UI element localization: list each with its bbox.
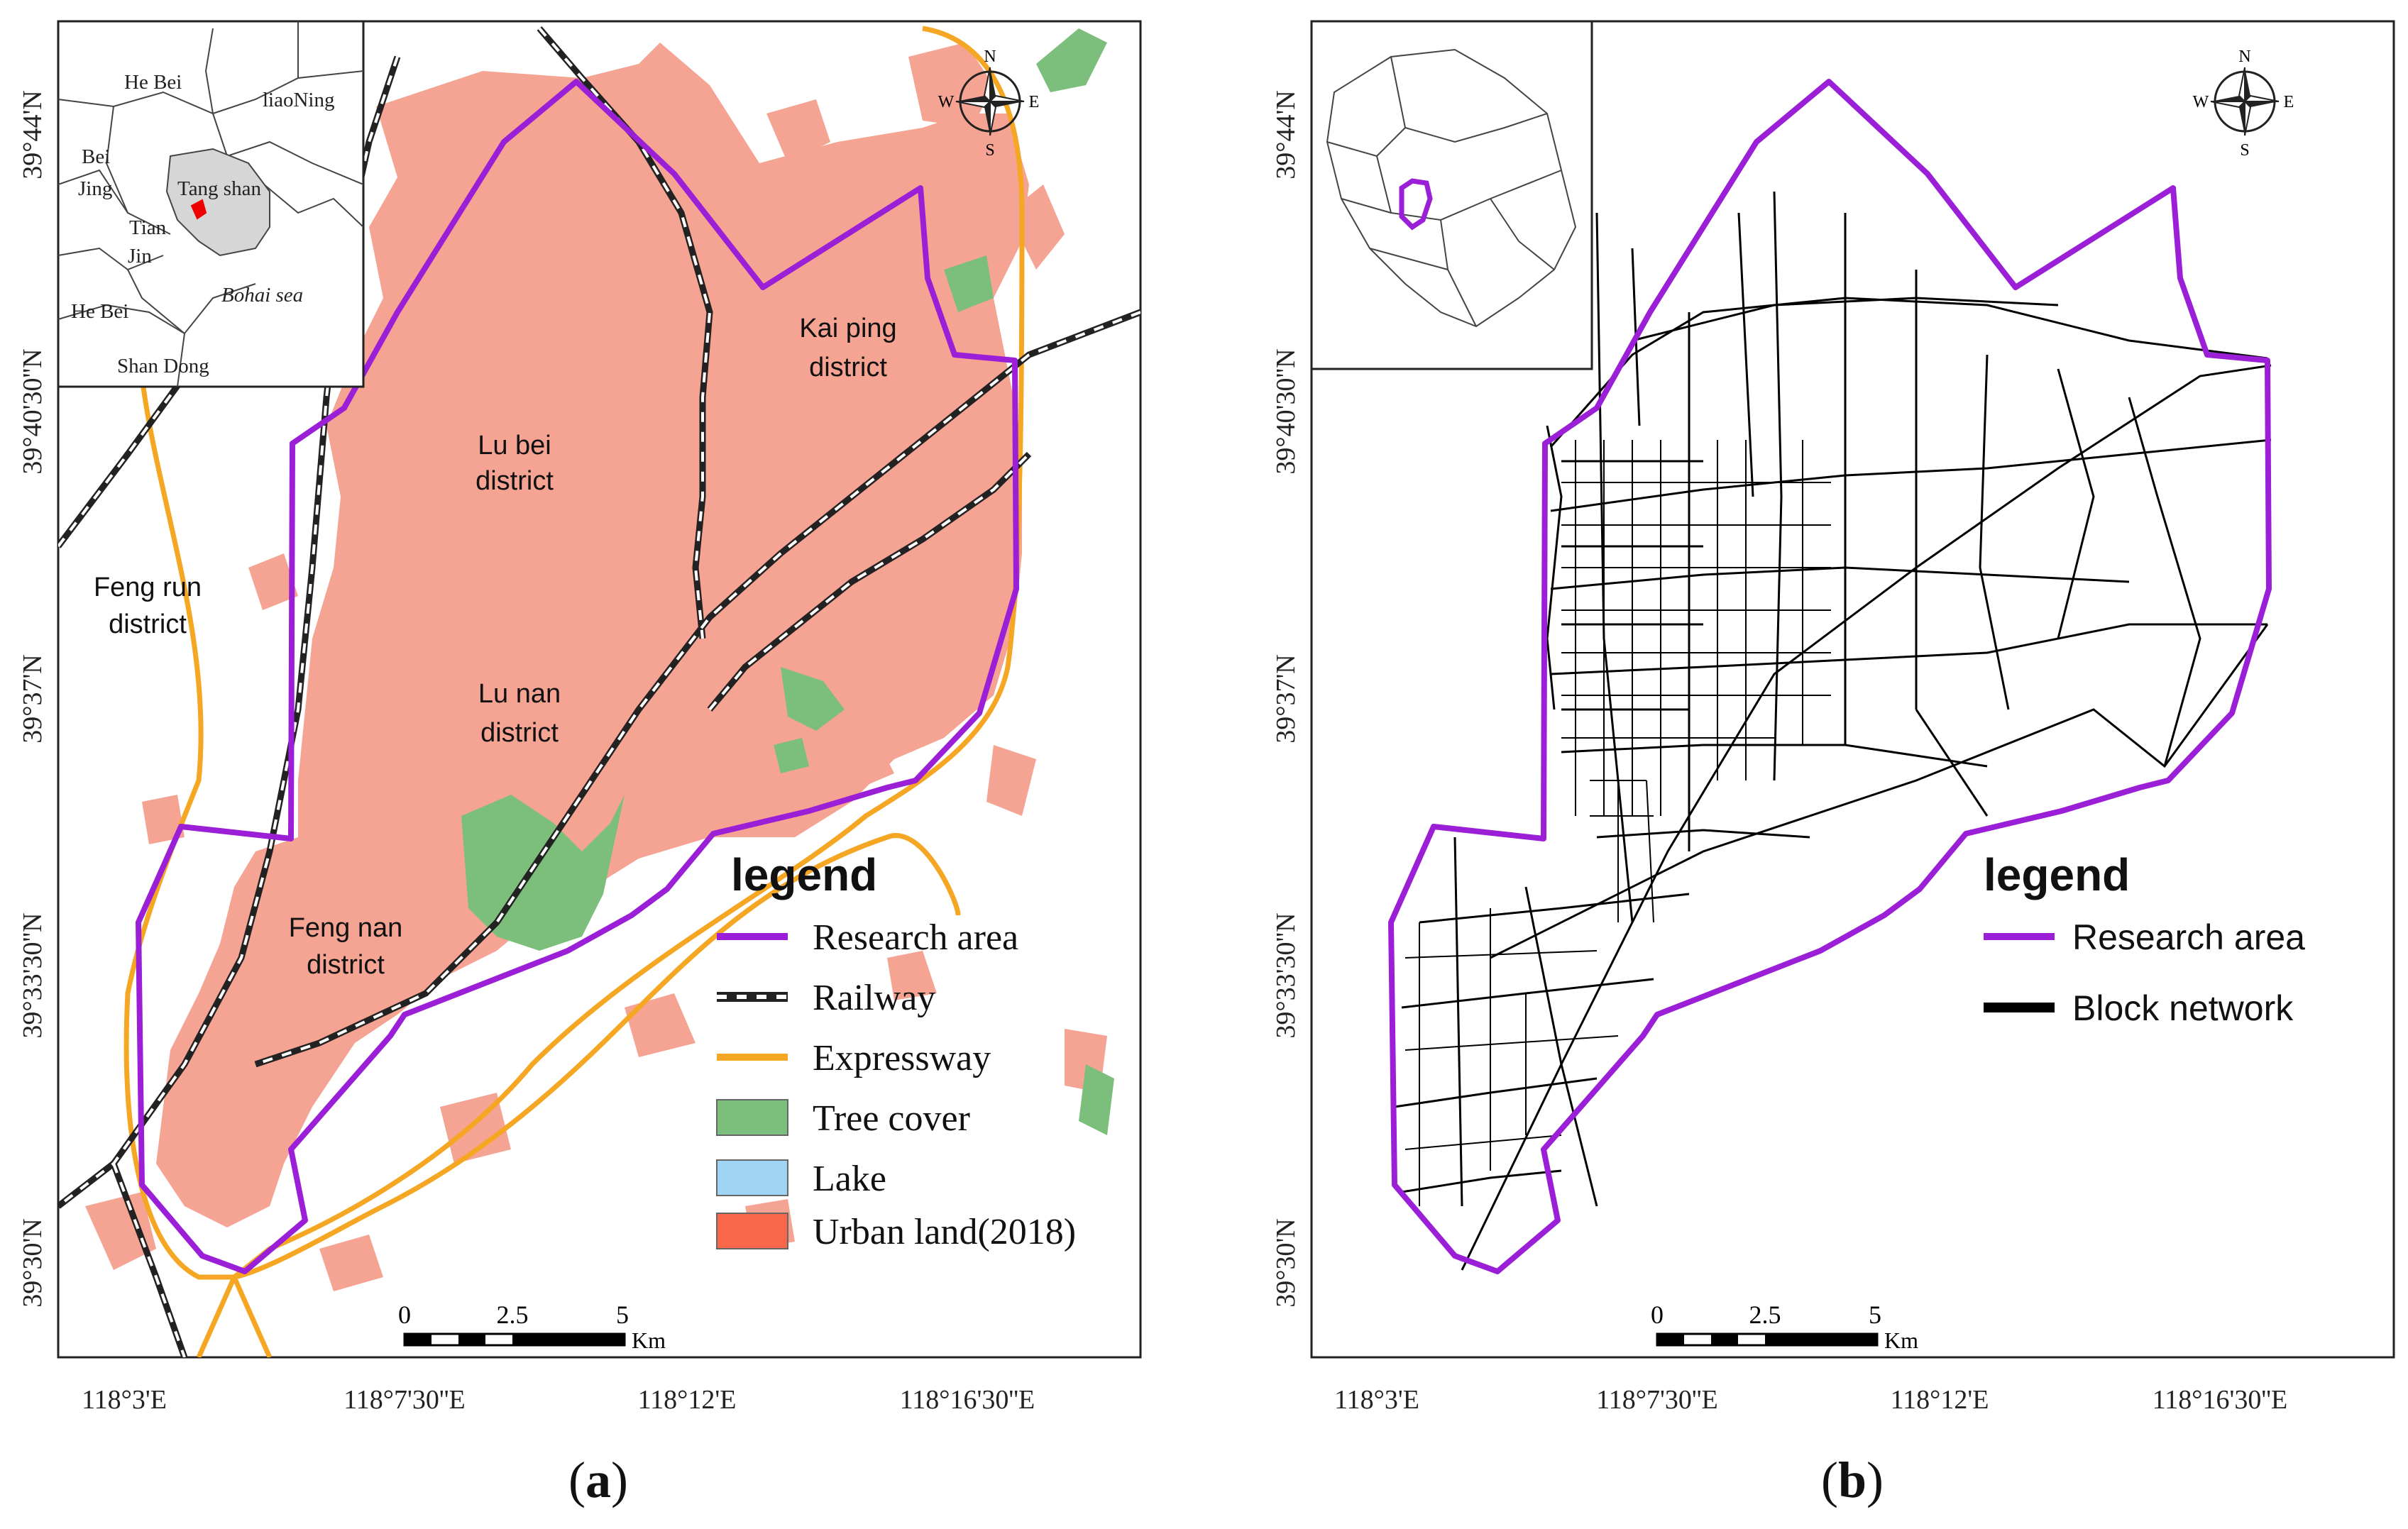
inset-map-b	[1310, 20, 1593, 370]
svg-text:39°40'30''N: 39°40'30''N	[18, 348, 48, 474]
inset-label-hebei-2: He Bei	[71, 300, 128, 323]
tangshan-region	[165, 148, 270, 257]
svg-text:118°12'E: 118°12'E	[1891, 1385, 1989, 1415]
block-network	[1394, 191, 2272, 1271]
caption-a: (a)	[568, 1452, 628, 1508]
legend-a-tree-cover: Tree cover	[813, 1098, 970, 1139]
district-fengrun-line1: Feng run	[94, 573, 202, 602]
svg-text:39°40'30''N: 39°40'30''N	[1271, 348, 1301, 474]
svg-text:N: N	[984, 48, 996, 66]
svg-text:5: 5	[616, 1301, 629, 1329]
district-lubei-line2: district	[475, 466, 554, 496]
svg-text:118°3'E: 118°3'E	[82, 1385, 167, 1415]
svg-text:118°7'30''E: 118°7'30''E	[1596, 1385, 1718, 1415]
svg-text:39°37'N: 39°37'N	[18, 654, 48, 744]
legend-a-expressway: Expressway	[813, 1038, 991, 1078]
district-lunan-line2: district	[480, 718, 559, 748]
legend-a-urban: Urban land(2018)	[813, 1212, 1076, 1252]
district-kaiping-line1: Kai ping	[799, 314, 896, 343]
district-fengnan-line1: Feng nan	[289, 913, 403, 943]
svg-text:2.5: 2.5	[497, 1301, 529, 1329]
svg-text:39°30'N: 39°30'N	[18, 1218, 48, 1308]
svg-text:5: 5	[1869, 1301, 1881, 1329]
district-lunan-line1: Lu nan	[478, 679, 561, 709]
urban-land-area	[85, 43, 1107, 1291]
svg-text:39°30'N: 39°30'N	[1271, 1218, 1301, 1308]
scalebar-a: 0 2.5 5 Km	[398, 1301, 666, 1353]
district-kaiping-line2: district	[809, 353, 887, 382]
latitude-labels-a: 39°44'N 39°40'30''N 39°37'N 39°33'30''N …	[18, 90, 48, 1308]
inset-label-tian: Tian	[129, 216, 167, 239]
svg-text:2.5: 2.5	[1749, 1301, 1781, 1329]
svg-text:Km: Km	[1884, 1327, 1918, 1353]
legend-a-railway: Railway	[813, 978, 935, 1018]
legend-b-block-network: Block network	[2072, 988, 2294, 1028]
svg-text:0: 0	[1651, 1301, 1664, 1329]
legend-b: legend Research area Block network	[1984, 849, 2305, 1028]
panel-b-map: N S E W legend Research area Block netwo…	[1271, 20, 2395, 1508]
svg-text:W: W	[938, 93, 955, 111]
svg-text:39°44'N: 39°44'N	[1271, 90, 1301, 180]
svg-text:39°33'30''N: 39°33'30''N	[18, 912, 48, 1038]
compass-b: N S E W	[2193, 48, 2294, 160]
inset-label-jin: Jin	[128, 245, 152, 267]
scalebar-b: 0 2.5 5 Km	[1651, 1301, 1918, 1353]
legend-a: legend Research area Railway Expressway …	[716, 849, 1076, 1252]
panel-a-map: He Bei liaoNing Bei Jing Tang shan Tian …	[18, 20, 1142, 1508]
inset-map-a: He Bei liaoNing Bei Jing Tang shan Tian …	[57, 20, 365, 388]
research-area-boundary-a	[136, 79, 1019, 1274]
inset-label-tangshan: Tang shan	[177, 177, 261, 200]
inset-label-bohai: Bohai sea	[221, 284, 303, 307]
svg-text:39°37'N: 39°37'N	[1271, 654, 1301, 744]
legend-a-title: legend	[731, 849, 877, 900]
research-area-boundary-b	[1388, 79, 2272, 1274]
compass-a: N S E W	[938, 48, 1040, 160]
district-fengnan-line2: district	[307, 950, 385, 980]
district-lubei-line1: Lu bei	[478, 431, 551, 460]
svg-text:39°33'30''N: 39°33'30''N	[1271, 912, 1301, 1038]
legend-a-research-area: Research area	[813, 917, 1018, 958]
svg-text:E: E	[2284, 93, 2294, 111]
legend-b-research-area: Research area	[2072, 917, 2305, 957]
legend-b-title: legend	[1984, 849, 2130, 900]
svg-text:W: W	[2193, 93, 2209, 111]
svg-text:118°12'E: 118°12'E	[638, 1385, 737, 1415]
svg-text:S: S	[2240, 141, 2249, 160]
svg-text:S: S	[985, 141, 994, 160]
svg-text:E: E	[1029, 93, 1040, 111]
legend-a-lake: Lake	[813, 1159, 886, 1199]
svg-text:39°44'N: 39°44'N	[18, 90, 48, 180]
inset-label-liaoning: liaoNing	[263, 89, 335, 111]
research-area-inset-marker	[1399, 178, 1433, 231]
svg-text:0: 0	[398, 1301, 411, 1329]
svg-text:118°7'30''E: 118°7'30''E	[343, 1385, 466, 1415]
svg-text:118°16'30''E: 118°16'30''E	[2153, 1385, 2288, 1415]
district-fengrun-line2: district	[109, 609, 187, 639]
inset-label-shandong: Shan Dong	[117, 355, 209, 377]
inset-label-jing: Jing	[78, 177, 112, 200]
svg-text:118°3'E: 118°3'E	[1334, 1385, 1419, 1415]
inset-label-bei: Bei	[82, 145, 110, 168]
caption-b: (b)	[1821, 1452, 1884, 1508]
latitude-labels-b: 39°44'N 39°40'30''N 39°37'N 39°33'30''N …	[1271, 90, 1301, 1308]
longitude-labels-a: 118°3'E 118°7'30''E 118°12'E 118°16'30''…	[82, 1385, 1035, 1415]
research-area-marker	[190, 199, 207, 220]
svg-text:118°16'30''E: 118°16'30''E	[900, 1385, 1035, 1415]
svg-text:N: N	[2238, 48, 2250, 66]
longitude-labels-b: 118°3'E 118°7'30''E 118°12'E 118°16'30''…	[1334, 1385, 2287, 1415]
block-network-fine	[1404, 440, 1831, 1206]
inset-label-hebei-1: He Bei	[124, 71, 182, 94]
svg-text:Km: Km	[632, 1327, 666, 1353]
